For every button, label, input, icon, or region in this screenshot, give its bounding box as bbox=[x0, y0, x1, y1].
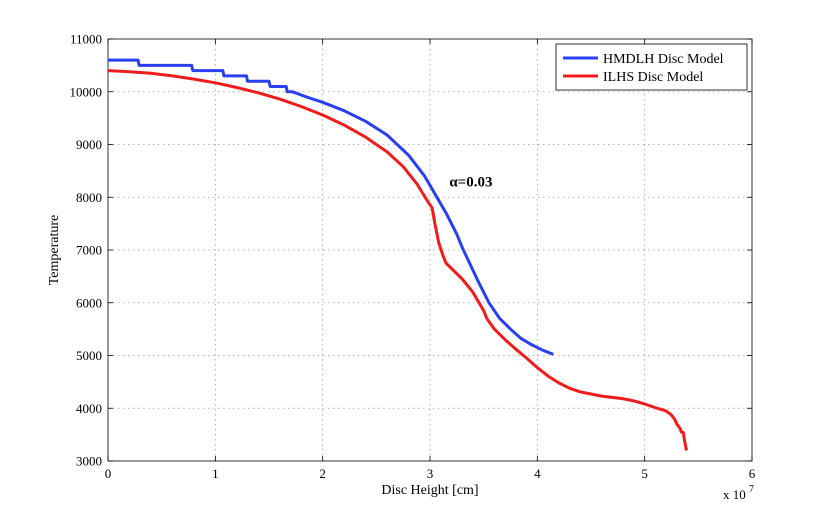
y-tick-label: 4000 bbox=[76, 401, 102, 416]
x-tick-label: 4 bbox=[534, 466, 541, 481]
y-tick-label: 8000 bbox=[76, 190, 102, 205]
y-tick-label: 5000 bbox=[76, 348, 102, 363]
y-tick-label: 3000 bbox=[76, 454, 102, 469]
y-tick-label: 11000 bbox=[70, 32, 102, 47]
alpha-annotation: α=0.03 bbox=[449, 175, 492, 191]
axis-ticks: 0 1 2 3 4 5 6 3000 4000 5000 6000 7000 8000 9000 10000… bbox=[70, 32, 756, 482]
y-tick-label: 6000 bbox=[76, 295, 102, 310]
data-series bbox=[107, 58, 688, 451]
x-tick-label: 3 bbox=[427, 466, 434, 481]
x-axis-multiplier-exponent: 7 bbox=[749, 484, 754, 495]
x-axis-multiplier: x 10 7 bbox=[723, 484, 754, 502]
x-axis-label: Disc Height [cm] bbox=[381, 483, 478, 498]
y-axis-label: Temperature bbox=[47, 215, 62, 286]
x-tick-label: 6 bbox=[749, 466, 756, 481]
y-tick-label: 10000 bbox=[70, 84, 103, 99]
grid-lines bbox=[108, 39, 752, 461]
legend: HMDLH Disc Model ILHS Disc Model bbox=[555, 43, 748, 91]
x-tick-label: 2 bbox=[319, 466, 326, 481]
legend-box bbox=[555, 43, 748, 91]
legend-label-ilhs: ILHS Disc Model bbox=[603, 70, 703, 85]
x-tick-label: 0 bbox=[105, 466, 112, 481]
series-line-ilhs bbox=[107, 69, 688, 451]
series-line-hmdlh bbox=[108, 58, 554, 356]
y-tick-label: 7000 bbox=[76, 243, 102, 258]
x-axis-multiplier-base: x 10 bbox=[723, 487, 746, 502]
x-tick-label: 5 bbox=[641, 466, 648, 481]
legend-label-hmdlh: HMDLH Disc Model bbox=[603, 52, 724, 67]
x-tick-label: 1 bbox=[212, 466, 219, 481]
y-tick-label: 9000 bbox=[76, 137, 102, 152]
